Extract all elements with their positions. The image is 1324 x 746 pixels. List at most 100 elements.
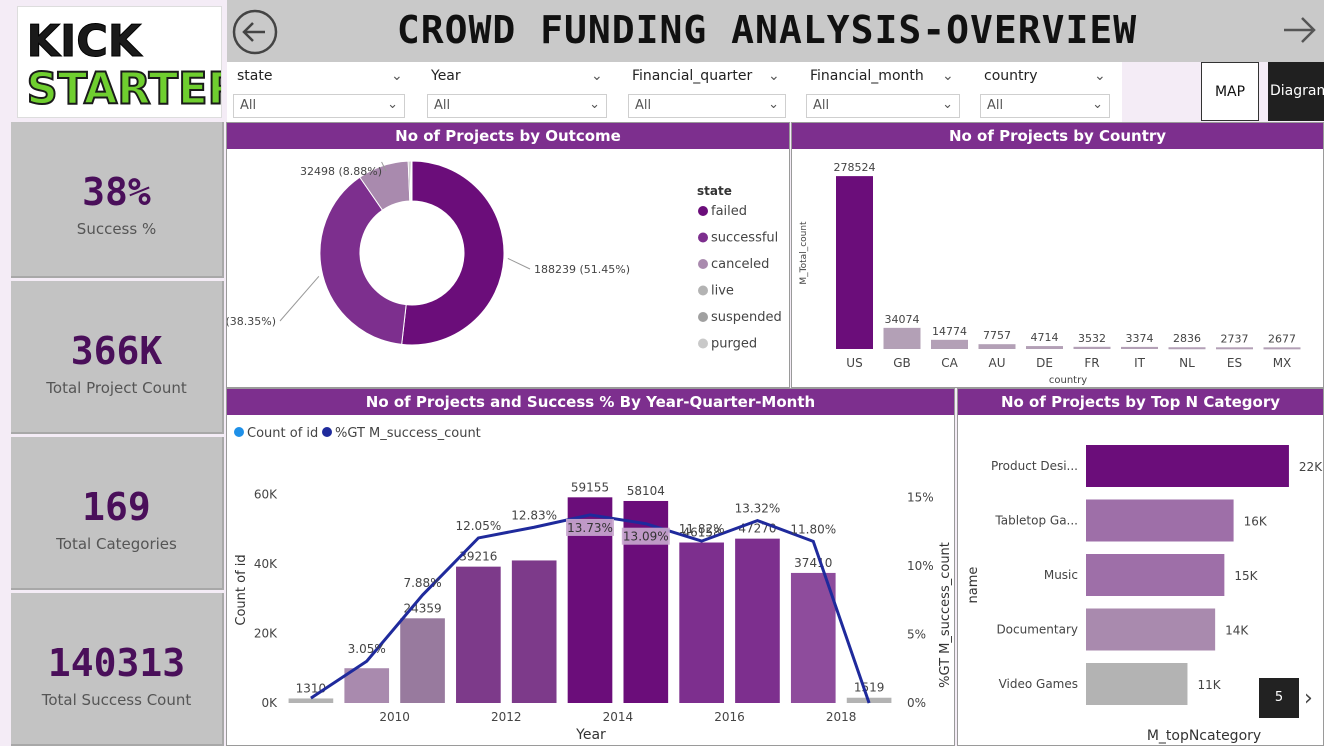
- donut-slice-successful: [319, 176, 407, 345]
- outcome-donut-chart[interactable]: 188239 (51.45%) 140313 (38.35%) 32498 (8.8…: [227, 149, 789, 387]
- chevron-down-icon[interactable]: ⌄: [768, 68, 780, 84]
- chevron-down-icon[interactable]: ⌄: [942, 68, 954, 84]
- category-value-label: 15K: [1234, 569, 1258, 583]
- x-tick-label: 2016: [714, 710, 745, 724]
- legend-marker-purged: [698, 338, 708, 349]
- country-bar-chart[interactable]: 278524 US 34074 GB 14774 CA 7757 AU 4714 DE 3532 FR…: [792, 149, 1323, 387]
- bar-data-label: 59155: [571, 480, 609, 494]
- kpi-caption: Total Success Count: [41, 691, 192, 709]
- line-data-label: 13.73%: [567, 521, 613, 535]
- country-bar-IT: [1121, 346, 1158, 349]
- y2-tick-label: 0%: [907, 696, 926, 710]
- forward-arrow-icon[interactable]: [1280, 10, 1320, 50]
- bar-data-label: 37410: [794, 556, 832, 570]
- line-data-label: 7.88%: [403, 576, 441, 590]
- chevron-down-icon[interactable]: ⌄: [391, 68, 403, 84]
- donut-leader-line: [381, 161, 387, 172]
- legend-marker-canceled: [698, 259, 708, 269]
- filter-bar: state ⌄ All ⌄ Year ⌄ All ⌄ Financial_quart…: [227, 62, 1122, 122]
- kpi-total-project-count: 366K Total Project Count: [11, 281, 224, 434]
- country-bar-label: 2836: [1173, 332, 1201, 345]
- country-bar-DE: [1026, 346, 1063, 349]
- slicer-financial-month[interactable]: Financial_month ⌄ All ⌄: [804, 62, 962, 122]
- slicer-country[interactable]: country ⌄ All ⌄: [978, 62, 1113, 122]
- topn-bar-chart[interactable]: Product Desi... 22K Tabletop Ga... 16K Music…: [958, 415, 1323, 745]
- x-tick-label: US: [846, 356, 862, 370]
- slicer-year[interactable]: Year ⌄ All ⌄: [425, 62, 611, 122]
- legend-item-failed: failed: [711, 204, 747, 219]
- bar-data-label: 47270: [738, 522, 776, 536]
- kickstarter-logo: KICK STARTER: [17, 6, 242, 118]
- year-bar: [790, 572, 836, 703]
- country-bar-MX: [1263, 347, 1301, 350]
- category-label: Tabletop Ga...: [994, 514, 1078, 528]
- y2-tick-label: 15%: [907, 491, 934, 505]
- map-button[interactable]: MAP: [1201, 62, 1259, 121]
- bar-data-label: 58104: [627, 484, 665, 498]
- chevron-down-icon[interactable]: ⌄: [591, 68, 603, 84]
- country-bar-label: 34074: [885, 313, 920, 326]
- x-tick-label: NL: [1179, 356, 1195, 370]
- slicer-state[interactable]: state ⌄ All ⌄: [231, 62, 409, 122]
- country-bar-label: 4714: [1031, 331, 1059, 344]
- legend-item-suspended: suspended: [711, 310, 782, 325]
- bar-data-label: 39216: [459, 550, 497, 564]
- legend-item-purged: purged: [711, 337, 757, 352]
- year-dropdown[interactable]: All ⌄: [427, 94, 607, 118]
- slicer-financial-quarter[interactable]: Financial_quarter ⌄ All ⌄: [626, 62, 788, 122]
- chart-title: No of Projects by Outcome: [227, 123, 789, 149]
- diagram-button[interactable]: Diagram: [1268, 62, 1324, 121]
- back-arrow-icon[interactable]: [231, 8, 279, 56]
- y2-axis-title: %GT M_success_count: [938, 542, 953, 688]
- donut-data-label: 32498 (8.88%): [300, 165, 382, 178]
- x-tick-label: IT: [1134, 356, 1146, 370]
- donut-slice-failed: [401, 160, 505, 346]
- x-tick-label: GB: [893, 356, 911, 370]
- state-dropdown[interactable]: All ⌄: [233, 94, 405, 118]
- y-tick-label: 20K: [254, 626, 278, 640]
- country-bar-label: 2677: [1268, 332, 1296, 345]
- kpi-value: 38%: [82, 170, 151, 214]
- x-tick-label: FR: [1084, 356, 1099, 370]
- x-tick-label: MX: [1273, 356, 1292, 370]
- donut-data-label: 188239 (51.45%): [534, 263, 630, 276]
- country-bar-panel: No of Projects by Country 278524 US 34074 G…: [791, 122, 1324, 388]
- kpi-caption: Total Categories: [56, 535, 177, 553]
- line-data-label: 11.82%: [679, 522, 725, 536]
- financial-month-dropdown[interactable]: All ⌄: [806, 94, 960, 118]
- country-dropdown[interactable]: All ⌄: [980, 94, 1110, 118]
- country-bar-label: 278524: [834, 161, 876, 174]
- kpi-total-categories: 169 Total Categories: [11, 437, 224, 590]
- bar-data-label: 1519: [854, 681, 885, 695]
- slicer-label: Financial_quarter: [632, 68, 753, 84]
- y-axis-title: name: [966, 567, 981, 604]
- legend-marker-success: [322, 427, 332, 437]
- slicer-label: state: [237, 68, 273, 84]
- kpi-success-percent: 38% Success %: [11, 122, 224, 278]
- header-bar: CROWD FUNDING ANALYSIS-OVERVIEW: [227, 0, 1324, 62]
- x-tick-label: 2018: [826, 710, 857, 724]
- x-tick-label: CA: [941, 356, 958, 370]
- country-bar-GB: [883, 327, 921, 349]
- country-bar-label: 14774: [932, 325, 967, 338]
- category-label: Documentary: [996, 623, 1078, 637]
- category-value-label: 14K: [1225, 624, 1249, 638]
- category-bar: [1086, 554, 1225, 596]
- category-bar: [1086, 663, 1188, 705]
- slicer-label: Year: [431, 68, 461, 84]
- logo-line1: KICK: [27, 17, 143, 67]
- chevron-right-icon[interactable]: ›: [1304, 686, 1313, 711]
- financial-quarter-dropdown[interactable]: All ⌄: [628, 94, 786, 118]
- donut-leader-line: [279, 275, 320, 322]
- country-bar-CA: [931, 339, 968, 349]
- chevron-down-icon[interactable]: ⌄: [1094, 68, 1106, 84]
- legend-marker-count: [234, 427, 244, 437]
- y-tick-label: 60K: [254, 487, 278, 501]
- page-number-badge[interactable]: 5: [1259, 678, 1299, 718]
- logo-line2: STARTER: [27, 64, 221, 114]
- line-label-bg: [566, 518, 614, 536]
- category-label: Video Games: [999, 677, 1078, 691]
- year-combo-chart[interactable]: Count of id %GT M_success_count 0K 20K 40K 60…: [227, 415, 954, 745]
- legend-marker-live: [698, 285, 708, 296]
- y-tick-label: 40K: [254, 557, 278, 571]
